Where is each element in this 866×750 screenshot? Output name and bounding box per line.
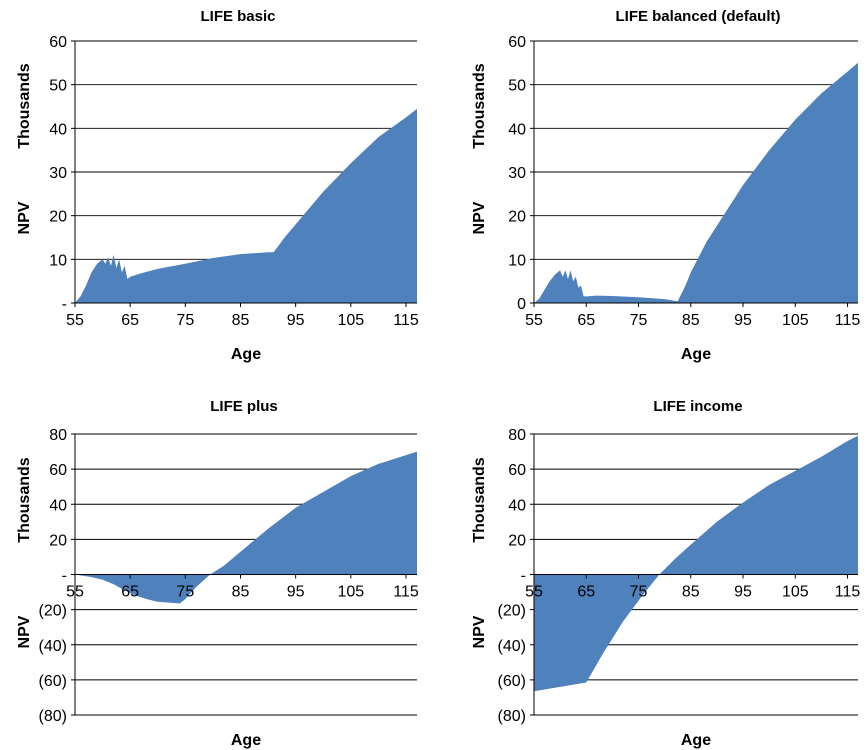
y-tick-label: 20 <box>49 532 67 549</box>
y-tick-label: (40) <box>39 638 67 655</box>
y-axis-label: NPV <box>471 201 488 234</box>
y-tick-label: 50 <box>49 78 67 95</box>
x-tick-label: 65 <box>577 312 595 329</box>
y-tick-label: 40 <box>508 121 526 138</box>
x-tick-label: 55 <box>66 584 84 601</box>
x-tick-label: 95 <box>734 584 752 601</box>
npv-area-series <box>534 62 858 303</box>
x-tick-label: 95 <box>287 584 305 601</box>
x-tick-label: 65 <box>121 312 139 329</box>
y-axis-unit-label: Thousands <box>16 457 33 542</box>
chart-title: LIFE balanced (default) <box>615 8 780 25</box>
chart-panel: 0 10 20 30 40 50 60 55 65 75 85 95 105 115 LIFE balanc… <box>471 8 860 363</box>
y-tick-label: 30 <box>508 165 526 182</box>
x-tick-label: 75 <box>176 584 194 601</box>
x-tick-label: 105 <box>337 312 364 329</box>
x-tick-label: 55 <box>525 584 543 601</box>
x-tick-label: 95 <box>287 312 305 329</box>
x-tick-label: 75 <box>176 312 194 329</box>
x-tick-label: 105 <box>782 312 809 329</box>
chart-title: LIFE basic <box>200 8 275 25</box>
y-tick-label: 0 <box>517 296 526 313</box>
x-tick-label: 55 <box>525 312 543 329</box>
x-tick-label: 65 <box>577 584 595 601</box>
x-tick-label: 85 <box>682 584 700 601</box>
y-axis-unit-label: Thousands <box>471 457 488 542</box>
y-tick-label: 20 <box>49 209 67 226</box>
x-tick-label: 115 <box>393 312 419 329</box>
x-tick-label: 85 <box>232 584 250 601</box>
x-tick-label: 105 <box>337 584 364 601</box>
x-tick-label: 75 <box>630 312 648 329</box>
y-tick-label: 80 <box>49 427 67 444</box>
y-tick-label: (20) <box>498 603 526 620</box>
y-tick-label: (80) <box>39 708 67 725</box>
x-tick-label: 85 <box>232 312 250 329</box>
x-axis-label: Age <box>681 346 711 363</box>
x-tick-label: 55 <box>66 312 84 329</box>
y-tick-label: 10 <box>508 252 526 269</box>
x-tick-label: 115 <box>835 312 861 329</box>
y-tick-label: 40 <box>49 121 67 138</box>
npv-area-series <box>534 435 858 692</box>
chart-title: LIFE plus <box>210 398 278 415</box>
x-tick-label: 75 <box>630 584 648 601</box>
y-tick-label: 60 <box>508 462 526 479</box>
y-tick-label: - <box>62 296 67 313</box>
y-tick-label: 50 <box>508 78 526 95</box>
y-axis-unit-label: Thousands <box>471 63 488 148</box>
y-tick-label: 20 <box>508 532 526 549</box>
x-tick-label: 95 <box>734 312 752 329</box>
y-tick-label: (80) <box>498 708 526 725</box>
y-tick-label: 60 <box>49 34 67 51</box>
y-tick-label: 10 <box>49 252 67 269</box>
y-tick-label: (40) <box>498 638 526 655</box>
y-tick-label: 40 <box>508 497 526 514</box>
y-tick-label: 40 <box>49 497 67 514</box>
y-axis-label: NPV <box>16 201 33 234</box>
x-tick-label: 115 <box>835 584 861 601</box>
y-tick-label: - <box>521 568 526 585</box>
y-axis-unit-label: Thousands <box>16 63 33 148</box>
chart-panel: - 10 20 30 40 50 60 55 65 75 85 95 105 115 LIFE basic A… <box>16 8 419 363</box>
x-tick-label: 85 <box>682 312 700 329</box>
chart-panel: (80) (60) (40) (20) - 20 40 60 80 55 65 75 85 95 105 11… <box>471 398 860 749</box>
y-axis-label: NPV <box>16 615 33 648</box>
npv-area-series <box>75 108 417 303</box>
npv-area-series <box>75 451 417 604</box>
x-axis-label: Age <box>681 732 711 749</box>
x-tick-label: 65 <box>121 584 139 601</box>
y-tick-label: (60) <box>498 673 526 690</box>
y-tick-label: 60 <box>508 34 526 51</box>
y-tick-label: 30 <box>49 165 67 182</box>
y-tick-label: 20 <box>508 209 526 226</box>
y-axis-label: NPV <box>471 615 488 648</box>
y-tick-label: 60 <box>49 462 67 479</box>
x-tick-label: 105 <box>782 584 809 601</box>
y-tick-label: - <box>62 568 67 585</box>
chart-title: LIFE income <box>653 398 742 415</box>
x-axis-label: Age <box>231 346 261 363</box>
x-axis-label: Age <box>231 732 261 749</box>
y-tick-label: (60) <box>39 673 67 690</box>
y-tick-label: 80 <box>508 427 526 444</box>
x-tick-label: 115 <box>393 584 419 601</box>
y-tick-label: (20) <box>39 603 67 620</box>
chart-panel: (80) (60) (40) (20) - 20 40 60 80 55 65 75 85 95 105 11… <box>16 398 419 749</box>
